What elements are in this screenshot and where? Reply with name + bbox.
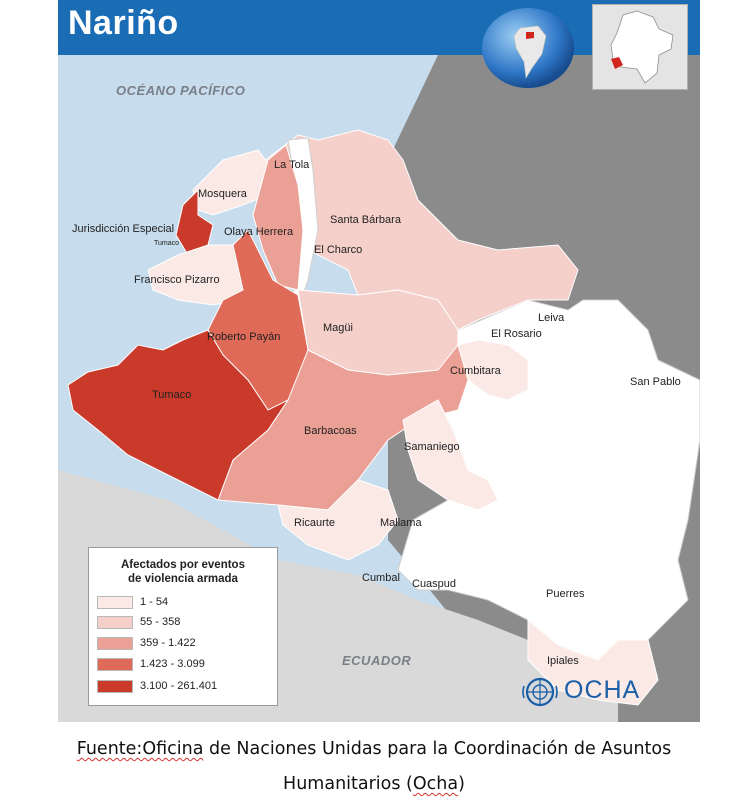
label-puerres: Puerres	[546, 588, 585, 600]
label-cumbal: Cumbal	[362, 572, 400, 584]
region-samaniego	[402, 399, 499, 511]
map-frame: La Tola Mosquera Santa Bárbara Jurisdicc…	[58, 0, 700, 722]
un-emblem-icon	[522, 677, 558, 707]
figure-caption: Fuente:Oficina de Naciones Unidas para l…	[0, 732, 748, 802]
label-samaniego: Samaniego	[404, 441, 460, 453]
legend: Afectados por eventos de violencia armad…	[88, 547, 278, 706]
label-santa-barbara: Santa Bárbara	[330, 214, 402, 226]
label-el-rosario: El Rosario	[491, 328, 542, 340]
label-magui: Magüi	[323, 322, 353, 334]
legend-swatch	[97, 680, 133, 693]
label-mallama: Mallama	[380, 517, 422, 529]
region-cumbitara	[457, 339, 529, 401]
label-barbacoas: Barbacoas	[304, 425, 357, 437]
label-leiva: Leiva	[538, 312, 565, 324]
region-ipiales	[527, 618, 659, 706]
legend-label: 55 - 358	[140, 616, 181, 628]
label-jurisdiccion: Jurisdicción Especial	[72, 223, 174, 235]
globe-icon	[482, 8, 574, 88]
caption-source-word: Fuente:Oficina	[76, 739, 204, 759]
label-el-charco: El Charco	[314, 244, 362, 256]
colombia-inset	[592, 4, 688, 90]
label-ipiales: Ipiales	[547, 655, 579, 667]
label-la-tola: La Tola	[274, 159, 310, 171]
label-cuaspud: Cuaspud	[412, 578, 456, 590]
label-ricaurte: Ricaurte	[294, 517, 335, 529]
label-roberto-payan: Roberto Payán	[207, 331, 280, 343]
map-title: Nariño	[68, 4, 179, 42]
legend-label: 1.423 - 3.099	[140, 658, 205, 670]
label-cumbitara: Cumbitara	[450, 365, 502, 377]
legend-swatch	[97, 616, 133, 629]
label-francisco-pizarro: Francisco Pizarro	[134, 274, 220, 286]
colombia-outline-icon	[610, 10, 674, 84]
region-ricaurte	[277, 479, 399, 561]
label-tumaco-small: Tumaco	[154, 240, 179, 247]
ocha-wordmark: OCHA	[564, 676, 641, 704]
caption-line2: Humanitarios (Ocha)	[0, 767, 748, 802]
label-mosquera: Mosquera	[198, 188, 248, 200]
caption-ocha-word: Ocha	[412, 774, 459, 794]
legend-label: 3.100 - 261.401	[140, 680, 218, 692]
legend-title-line1: Afectados por eventos	[121, 559, 245, 571]
label-ecuador: ECUADOR	[342, 653, 411, 668]
caption-line1-rest: de Naciones Unidas para la Coordinación …	[203, 739, 672, 759]
legend-label: 1 - 54	[140, 596, 169, 608]
label-ocean: OCÉANO PACÍFICO	[116, 83, 245, 98]
caption-line2-post: )	[458, 774, 465, 794]
label-san-pablo: San Pablo	[630, 376, 681, 388]
label-tumaco: Tumaco	[152, 389, 191, 401]
legend-swatch	[97, 658, 133, 671]
label-olaya: Olaya Herrera	[224, 226, 294, 238]
caption-line1: Fuente:Oficina de Naciones Unidas para l…	[0, 732, 748, 767]
legend-title: Afectados por eventos de violencia armad…	[89, 558, 277, 586]
legend-swatch	[97, 637, 133, 650]
legend-label: 359 - 1.422	[140, 637, 196, 649]
caption-line2-pre: Humanitarios (	[283, 774, 413, 794]
region-tumaco	[67, 329, 290, 501]
legend-title-line2: de violencia armada	[128, 573, 238, 585]
legend-swatch	[97, 596, 133, 609]
